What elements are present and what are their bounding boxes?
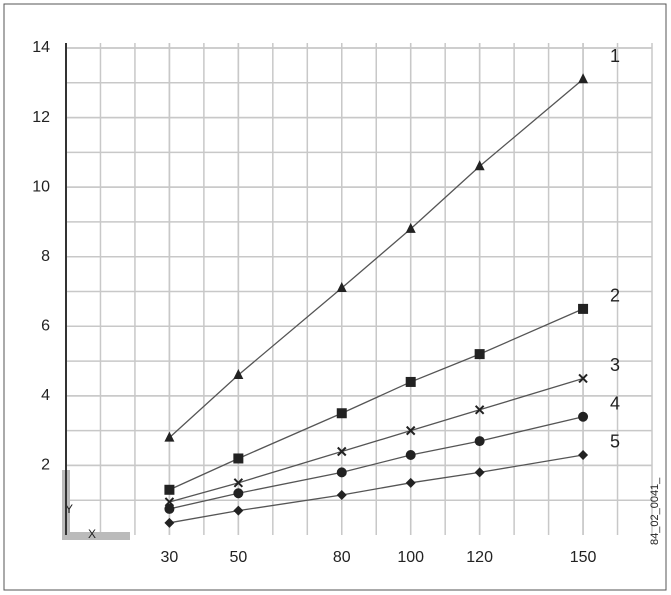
marker bbox=[578, 373, 588, 384]
marker bbox=[474, 436, 485, 447]
y-tick-label: 12 bbox=[32, 109, 50, 126]
marker bbox=[578, 303, 589, 314]
marker bbox=[405, 425, 416, 436]
series-line bbox=[169, 308, 584, 491]
series-label: 4 bbox=[610, 393, 620, 413]
marker bbox=[474, 405, 485, 415]
axis-icon-x: X bbox=[88, 527, 96, 541]
axis-icon bbox=[62, 470, 130, 540]
marker bbox=[474, 467, 485, 478]
marker bbox=[233, 488, 244, 499]
x-tick-label: 80 bbox=[333, 549, 351, 566]
marker bbox=[474, 160, 485, 171]
y-tick-label: 8 bbox=[41, 248, 50, 265]
x-tick-label: 50 bbox=[229, 549, 247, 566]
y-tick-label: 4 bbox=[41, 387, 50, 404]
marker bbox=[233, 453, 244, 464]
series-line bbox=[169, 416, 584, 510]
series-label: 2 bbox=[610, 286, 620, 306]
series-line bbox=[168, 78, 584, 439]
marker bbox=[337, 446, 347, 457]
series-line bbox=[169, 454, 584, 524]
marker bbox=[233, 505, 244, 516]
x-tick-label: 100 bbox=[397, 549, 424, 566]
x-tick-label: 120 bbox=[466, 549, 493, 566]
y-tick-label: 6 bbox=[41, 318, 50, 335]
series-line bbox=[169, 377, 584, 503]
marker bbox=[405, 449, 416, 460]
marker bbox=[578, 449, 589, 460]
x-tick-label: 150 bbox=[570, 549, 597, 566]
marker bbox=[164, 497, 175, 507]
y-tick-label: 10 bbox=[32, 178, 50, 195]
marker bbox=[405, 222, 416, 233]
axis-icon-y: Y bbox=[65, 502, 73, 516]
series-label: 5 bbox=[610, 432, 620, 452]
y-tick-label: 14 bbox=[32, 39, 50, 56]
marker bbox=[164, 517, 175, 528]
y-tick-label: 2 bbox=[41, 457, 50, 474]
marker bbox=[405, 376, 416, 387]
marker bbox=[164, 484, 175, 495]
marker bbox=[578, 411, 589, 422]
series-label: 3 bbox=[610, 355, 620, 375]
marker bbox=[336, 467, 347, 478]
marker bbox=[578, 73, 589, 84]
marker bbox=[233, 368, 244, 379]
marker bbox=[474, 349, 485, 360]
marker bbox=[336, 408, 347, 419]
marker bbox=[336, 282, 347, 293]
grid bbox=[66, 43, 653, 535]
marker bbox=[164, 431, 175, 442]
series-label: 1 bbox=[610, 46, 620, 66]
image-id: 84_02_0041_ bbox=[649, 477, 661, 545]
frame bbox=[3, 3, 667, 591]
x-tick-label: 30 bbox=[161, 549, 179, 566]
marker bbox=[405, 477, 416, 488]
marker bbox=[233, 478, 244, 488]
marker bbox=[336, 489, 347, 500]
marker bbox=[164, 503, 175, 514]
